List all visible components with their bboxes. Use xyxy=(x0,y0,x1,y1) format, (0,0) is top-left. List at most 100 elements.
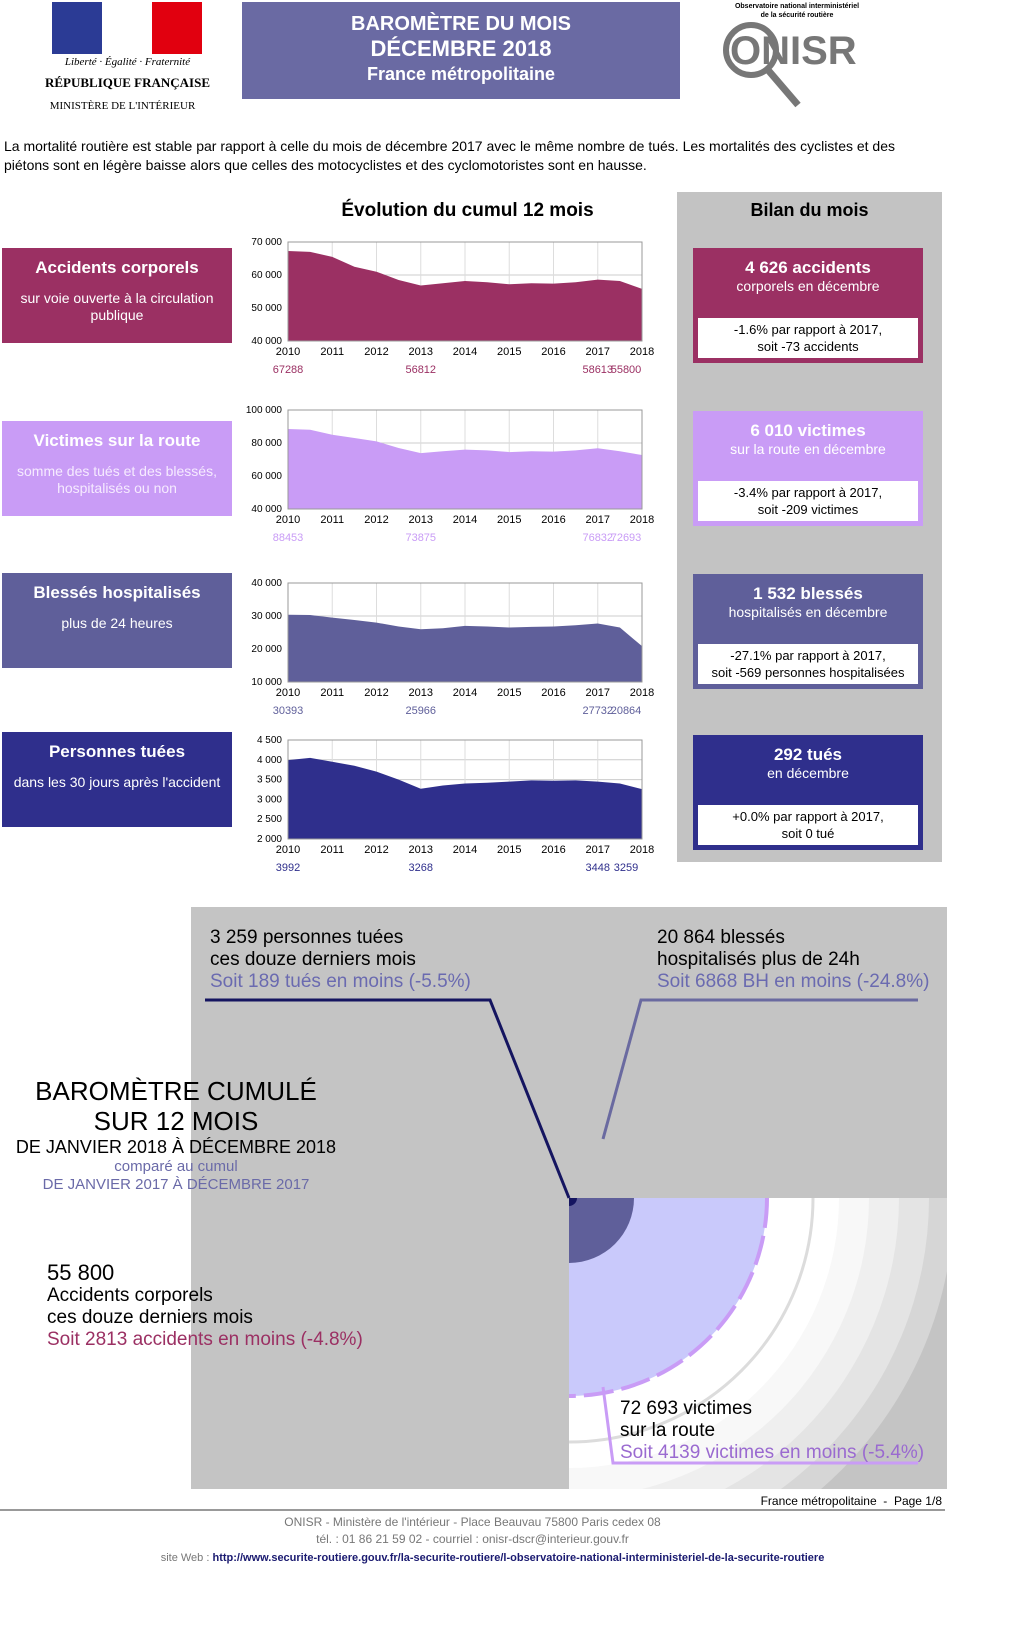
caption-line: de la sécurité routière xyxy=(760,12,834,19)
x-tick-label: 2014 xyxy=(453,514,477,526)
y-tick-label: 10 000 xyxy=(251,677,282,688)
indicator-label: Personnes tuées xyxy=(48,742,186,761)
callout-line: 72 693 victimes xyxy=(620,1398,753,1419)
callout-line: sur la route xyxy=(620,1420,716,1441)
x-tick-label: 2016 xyxy=(541,346,565,358)
callout-line: Soit 189 tués en moins (-5.5%) xyxy=(210,971,471,992)
x-tick-label: 2014 xyxy=(453,844,477,856)
hospitalised-disc xyxy=(569,1198,634,1263)
bilan-change-line: soit -73 accidents xyxy=(757,339,859,354)
ministry: MINISTÈRE DE L'INTÉRIEUR xyxy=(49,100,196,112)
y-tick-label: 50 000 xyxy=(251,303,282,314)
y-tick-label: 2 500 xyxy=(257,814,282,825)
x-tick-label: 2013 xyxy=(409,687,433,699)
section-title: Évolution du cumul 12 mois xyxy=(341,200,594,221)
bilan-headline: 4 626 accidents xyxy=(745,258,871,277)
indicator-box: Personnes tuées dans les 30 jours après l… xyxy=(2,732,232,827)
flag xyxy=(52,2,202,54)
x-tick-label: 2015 xyxy=(497,514,521,526)
x-tick-label: 2017 xyxy=(586,844,610,856)
area xyxy=(288,250,642,341)
area-chart: 40 000 50 000 60 000 70 000 2010 2011 2012 2013… xyxy=(251,237,654,376)
x-tick-label: 2018 xyxy=(630,844,654,856)
indicator-box: Victimes sur la route somme des tués et d… xyxy=(2,421,232,516)
indicator-sublabel: dans les 30 jours après l'accident xyxy=(13,774,221,790)
bilan-sub: en décembre xyxy=(767,765,849,781)
area-chart: 40 000 60 000 80 000 100 000 2010 2011 2012 201… xyxy=(246,405,654,544)
y-tick-label: 40 000 xyxy=(251,336,282,347)
callout-hospitalised: 20 864 blessés hospitalisés plus de 24h … xyxy=(657,927,929,993)
x-tick-label: 2018 xyxy=(630,687,654,699)
cumul-title-line: BAROMÈTRE CUMULÉ xyxy=(35,1076,317,1106)
bilan-headline: 292 tués xyxy=(773,745,843,764)
motto: Liberté · Égalité · Fraternité xyxy=(64,56,191,68)
site-link[interactable]: http://www.securite-routiere.gouv.fr/la-… xyxy=(212,1552,825,1564)
y-tick-label: 2 000 xyxy=(257,834,282,845)
x-tick-label: 2018 xyxy=(630,346,654,358)
x-tick-label: 2011 xyxy=(320,844,344,856)
x-tick-label: 2016 xyxy=(541,687,565,699)
cumul-period: DE JANVIER 2018 À DÉCEMBRE 2018 xyxy=(15,1137,337,1157)
x-tick-label: 2015 xyxy=(497,844,521,856)
indicator-box: Accidents corporels sur voie ouverte à la… xyxy=(2,248,232,343)
x-tick-label: 2013 xyxy=(409,346,433,358)
area-chart: 10 000 20 000 30 000 40 000 2010 2011 2012 2013… xyxy=(251,578,654,717)
point-label: 73875 xyxy=(405,532,436,544)
bilan-headline: 6 010 victimes xyxy=(750,421,866,440)
x-tick-label: 2011 xyxy=(320,687,344,699)
point-label: 67288 xyxy=(273,364,304,376)
callout-line: 3 259 personnes tuées xyxy=(210,927,404,948)
bilan-change-line: -1.6% par rapport à 2017, xyxy=(733,322,883,337)
point-label: 3992 xyxy=(276,862,300,874)
indicator-sublabel: sur voie ouverte à la circulation publiq… xyxy=(20,290,214,323)
y-tick-label: 40 000 xyxy=(251,504,282,515)
callout-killed: 3 259 personnes tuées ces douze derniers… xyxy=(210,927,471,993)
plot-border xyxy=(287,409,643,510)
bilan-sub: sur la route en décembre xyxy=(730,441,886,457)
indicator-sublabel: somme des tués et des blessés, hospitali… xyxy=(17,463,217,496)
bilan-change-line: soit -209 victimes xyxy=(757,502,859,517)
cumul-compare: comparé au cumul xyxy=(114,1158,238,1175)
magnifier-handle xyxy=(765,67,801,108)
point-label: 56812 xyxy=(405,364,436,376)
point-label: 25966 xyxy=(405,705,436,717)
bilan-item: 6 010 victimes sur la route en décembre -3… xyxy=(693,411,923,526)
point-label: 3268 xyxy=(409,862,433,874)
callout-line: 55 800 xyxy=(47,1260,115,1285)
point-label: 20864 xyxy=(611,705,642,717)
x-tick-label: 2017 xyxy=(586,687,610,699)
bilan-change-line: +0.0% par rapport à 2017, xyxy=(732,809,884,824)
leader-line xyxy=(205,998,571,1199)
x-tick-label: 2013 xyxy=(409,514,433,526)
bilan-change-line: -3.4% par rapport à 2017, xyxy=(733,485,883,500)
leader-line xyxy=(601,1386,918,1465)
x-tick-label: 2011 xyxy=(320,514,344,526)
x-tick-label: 2012 xyxy=(364,687,388,699)
callout-line: Accidents corporels xyxy=(47,1285,213,1306)
onisr-logo: ONISR xyxy=(723,22,857,108)
callout-line: 20 864 blessés xyxy=(657,927,785,948)
bilan-sub: hospitalisés en décembre xyxy=(728,604,888,620)
bilan-headline: 1 532 blessés xyxy=(753,584,863,603)
indicator-sublabel: plus de 24 heures xyxy=(61,615,173,631)
x-tick-label: 2012 xyxy=(364,514,388,526)
indicator-label: Accidents corporels xyxy=(35,258,199,277)
callout-line: Soit 2813 accidents en moins (-4.8%) xyxy=(47,1329,363,1350)
y-tick-label: 3 000 xyxy=(257,794,282,805)
x-tick-label: 2015 xyxy=(497,346,521,358)
x-tick-label: 2016 xyxy=(541,514,565,526)
x-tick-label: 2014 xyxy=(453,346,477,358)
x-tick-label: 2013 xyxy=(409,844,433,856)
point-label: 72693 xyxy=(611,532,642,544)
x-tick-label: 2010 xyxy=(276,844,300,856)
callout-victims: 72 693 victimes sur la route Soit 4139 v… xyxy=(620,1398,924,1464)
y-tick-label: 4 500 xyxy=(257,735,282,746)
victims-disc xyxy=(569,1198,769,1398)
x-tick-label: 2016 xyxy=(541,844,565,856)
title-line: BAROMÈTRE DU MOIS xyxy=(351,13,571,35)
callout-line: ces douze derniers mois xyxy=(47,1307,253,1328)
point-label: 30393 xyxy=(273,705,304,717)
x-tick-label: 2010 xyxy=(276,346,300,358)
y-tick-label: 20 000 xyxy=(251,644,282,655)
